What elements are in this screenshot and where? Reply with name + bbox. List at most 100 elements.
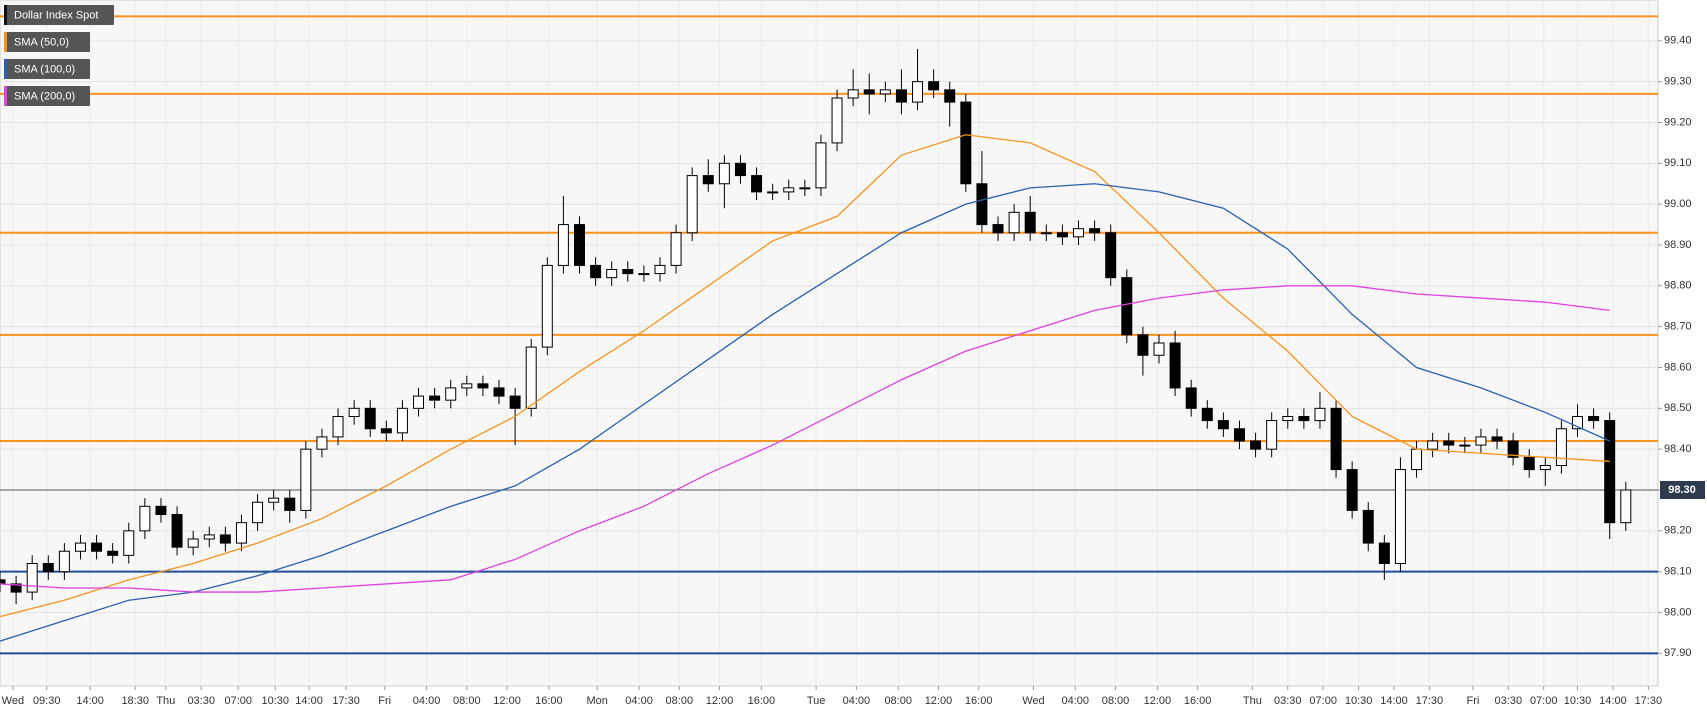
candle-body <box>976 183 988 226</box>
sma-line <box>0 183 1610 642</box>
candle-body <box>187 538 199 548</box>
candle-body <box>606 269 618 279</box>
sma-line <box>0 285 1610 593</box>
legend-box <box>4 59 90 79</box>
candle-body <box>622 269 634 275</box>
candle-body <box>638 273 650 276</box>
candle-body <box>767 191 779 194</box>
legend-label: SMA (200,0) <box>14 90 75 102</box>
candle-body <box>42 563 54 573</box>
x-tick-label: 03:30 <box>1495 695 1523 707</box>
candle-body <box>1459 444 1471 447</box>
legend-item: SMA (100,0) <box>4 59 90 79</box>
candle-body <box>718 162 730 185</box>
candle-body <box>1427 440 1439 450</box>
candle-body <box>1330 407 1342 471</box>
candle-body <box>332 416 344 438</box>
candle-body <box>1539 465 1551 471</box>
candle-body <box>1089 228 1101 234</box>
candle-body <box>1217 420 1229 430</box>
legend-box <box>4 86 90 106</box>
candle-body <box>590 264 602 279</box>
candle-body <box>203 534 215 540</box>
y-tick-label: 98.70 <box>1664 321 1692 333</box>
x-tick-label: 14:00 <box>76 695 104 707</box>
candle-body <box>316 436 328 450</box>
candle-body <box>1604 420 1616 524</box>
y-tick-label: 99.20 <box>1664 116 1692 128</box>
candle-body <box>252 501 264 524</box>
candle-body <box>139 505 151 532</box>
y-tick-label: 98.20 <box>1664 525 1692 537</box>
candle-body <box>268 497 280 503</box>
x-tick-label: Thu <box>156 695 175 707</box>
candle-body <box>1008 211 1020 234</box>
candle-body <box>1620 489 1632 524</box>
x-tick-label: 14:00 <box>295 695 323 707</box>
candle-body <box>686 175 698 234</box>
y-tick-label: 98.10 <box>1664 566 1692 578</box>
candle-body <box>1040 232 1052 235</box>
x-tick-label: 03:30 <box>1274 695 1302 707</box>
x-tick-label: 12:00 <box>1144 695 1172 707</box>
x-tick-label: 10:30 <box>1564 695 1592 707</box>
candle-body <box>1266 420 1278 450</box>
x-tick-label: 16:00 <box>965 695 993 707</box>
x-tick-label: 14:00 <box>1599 695 1627 707</box>
candle-body <box>1475 436 1487 446</box>
legend-item: SMA (50,0) <box>4 32 90 52</box>
x-tick-label: 17:30 <box>1635 695 1663 707</box>
x-tick-label: 04:00 <box>413 695 441 707</box>
legend-swatch <box>4 86 7 106</box>
candle-body <box>912 81 924 103</box>
candle-body <box>799 187 811 190</box>
candle-body <box>751 175 763 193</box>
x-tick-label: 16:00 <box>535 695 563 707</box>
candle-body <box>1378 542 1390 564</box>
legend-label: SMA (50,0) <box>14 36 69 48</box>
candle-body <box>831 97 843 144</box>
x-tick-label: Fri <box>378 695 391 707</box>
candle-body <box>960 101 972 185</box>
y-tick-label: 98.90 <box>1664 239 1692 251</box>
candle-body <box>702 175 714 185</box>
candle-body <box>1250 440 1262 450</box>
x-tick-label: 16:00 <box>1184 695 1212 707</box>
candle-body <box>348 407 360 418</box>
candle-body <box>1298 416 1310 422</box>
candle-body <box>734 162 746 177</box>
candle-body <box>74 542 86 552</box>
candle-body <box>58 550 70 573</box>
candle-body <box>574 224 585 266</box>
candle-body <box>123 530 135 556</box>
y-tick-label: 99.40 <box>1664 35 1692 47</box>
candle-body <box>107 550 119 556</box>
candle-body <box>1233 428 1245 442</box>
x-tick-label: 18:30 <box>121 695 149 707</box>
candle-body <box>654 264 666 275</box>
candle-body <box>1282 416 1294 422</box>
candle-body <box>992 224 1004 234</box>
candle-body <box>879 89 891 95</box>
y-tick-label: 98.50 <box>1664 402 1692 414</box>
candle-body <box>541 264 553 348</box>
x-tick-label: 12:00 <box>925 695 953 707</box>
x-tick-label: 04:00 <box>625 695 653 707</box>
candle-body <box>1555 428 1567 466</box>
x-tick-label: 09:30 <box>33 695 61 707</box>
y-tick-label: 98.80 <box>1664 280 1692 292</box>
x-tick-label: 14:00 <box>1380 695 1408 707</box>
x-tick-label: Wed <box>1022 695 1044 707</box>
legend-item: Dollar Index Spot <box>4 5 114 25</box>
x-tick-label: 08:00 <box>884 695 912 707</box>
x-tick-label: Mon <box>586 695 607 707</box>
y-tick-label: 97.90 <box>1664 647 1692 659</box>
last-price-label: 98.30 <box>1668 484 1696 496</box>
candle-body <box>10 583 22 593</box>
candle-body <box>928 81 940 91</box>
last-price-box <box>1660 481 1705 499</box>
x-tick-label: 16:00 <box>748 695 776 707</box>
x-tick-label: Wed <box>2 695 24 707</box>
candle-body <box>847 89 859 99</box>
